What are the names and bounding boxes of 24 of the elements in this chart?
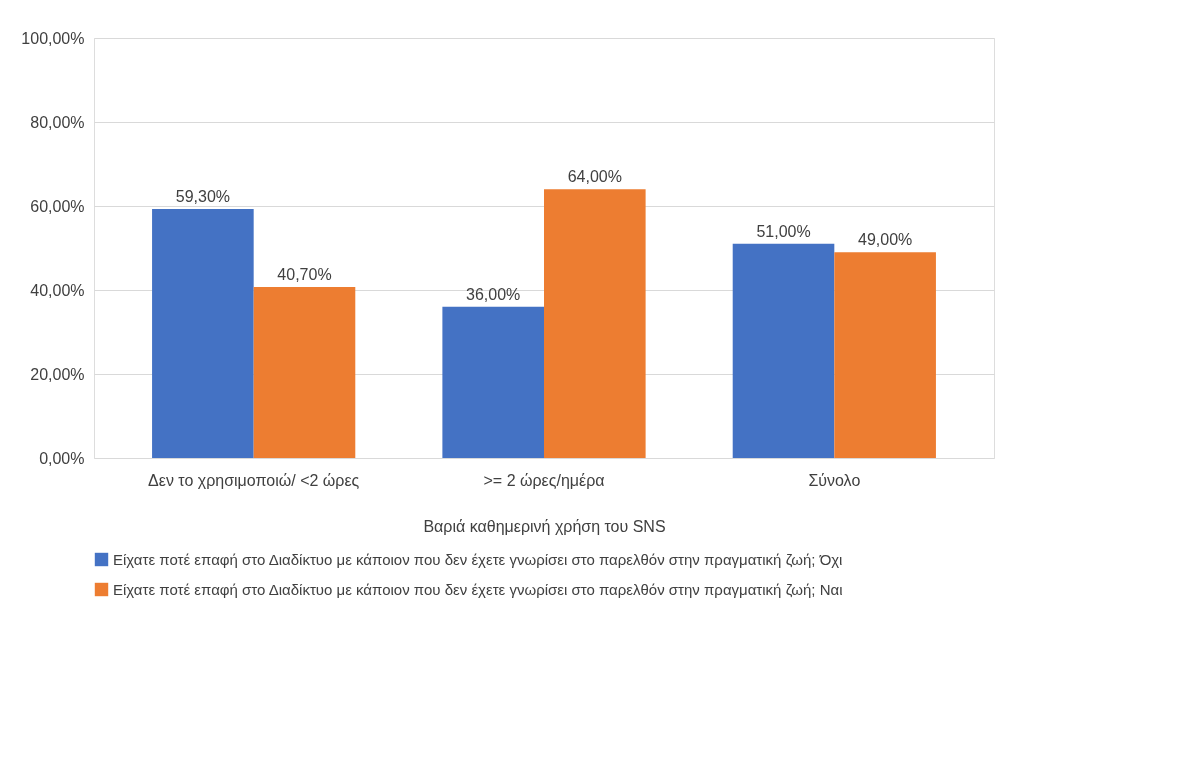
bar [253, 287, 356, 458]
legend-label: Είχατε ποτέ επαφή στο Διαδίκτυο με κάποιον που δεν έχετε γνωρίσει στο παρελθόν στην πραγματική ζωή; Όχι [113, 550, 843, 568]
data-label: 49,00% [858, 231, 913, 249]
x-tick-label: Δεν το χρησιμοποιώ/ <2 ώρες [148, 471, 360, 489]
data-label: 64,00% [567, 168, 622, 186]
x-axis-title: Βαριά καθημερινή χρήση του SNS [423, 517, 666, 535]
bar [152, 208, 254, 458]
bar [442, 306, 544, 458]
bar [544, 189, 646, 458]
y-tick-label: 40,00% [30, 281, 85, 299]
x-tick-label: Σύνολο [808, 471, 861, 489]
x-tick-label: >= 2 ώρες/ημέρα [483, 471, 605, 489]
bar [834, 252, 936, 458]
data-label: 59,30% [175, 187, 230, 205]
y-tick-label: 80,00% [30, 113, 85, 131]
y-tick-label: 0,00% [39, 449, 85, 467]
data-label: 51,00% [756, 222, 811, 240]
data-label: 36,00% [466, 285, 521, 303]
bar [732, 243, 835, 458]
data-label: 40,70% [277, 266, 332, 284]
y-tick-label: 100,00% [21, 29, 85, 47]
y-tick-label: 60,00% [30, 197, 85, 215]
y-tick-label: 20,00% [30, 365, 85, 383]
legend-label: Είχατε ποτέ επαφή στο Διαδίκτυο με κάποιον που δεν έχετε γνωρίσει στο παρελθόν στην πραγματική ζωή; Ναι [113, 580, 843, 598]
